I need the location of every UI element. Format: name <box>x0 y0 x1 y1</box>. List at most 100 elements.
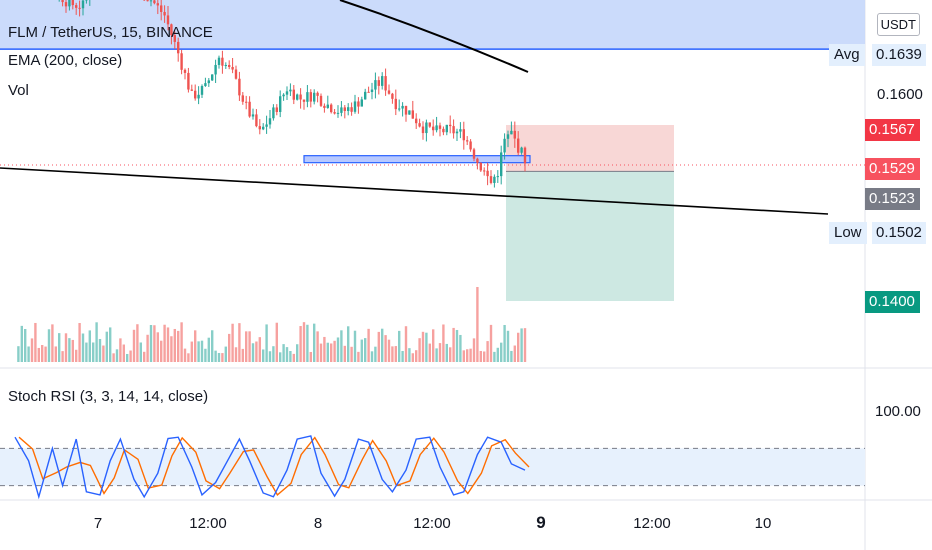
candle-body <box>255 114 258 127</box>
volume-bar <box>428 343 431 362</box>
volume-bar <box>245 331 248 362</box>
symbol-title: FLM / TetherUS, 15, BINANCE <box>8 24 213 41</box>
volume-bar <box>489 324 493 362</box>
volume-bar <box>54 346 57 362</box>
candle-body <box>476 158 479 163</box>
candle-body <box>506 134 510 139</box>
candle-body <box>428 122 431 127</box>
candle-body <box>326 104 329 108</box>
candle-body <box>479 162 482 171</box>
volume-bar <box>432 329 435 362</box>
candle-body <box>173 35 176 42</box>
candle-body <box>462 129 465 141</box>
candle-body <box>316 92 319 96</box>
candle-body <box>299 94 302 100</box>
candle-body <box>306 92 309 102</box>
volume-bar <box>360 339 363 362</box>
volume-bar <box>299 326 302 362</box>
candle-body <box>234 69 238 79</box>
candle-body <box>381 76 384 86</box>
volume-bar <box>51 324 54 362</box>
candle-body <box>432 126 435 131</box>
volume-bar <box>275 322 278 362</box>
candle-body <box>442 128 445 133</box>
volume-bar <box>109 327 112 362</box>
candle-body <box>207 80 210 84</box>
volume-bar <box>364 338 367 362</box>
candle-body <box>404 105 408 115</box>
symbol-legend[interactable]: FLM / TetherUS, 15, BINANCE <box>8 24 213 41</box>
candle-body <box>449 124 452 127</box>
volume-bar <box>24 328 27 362</box>
candle-body <box>357 101 360 107</box>
volume-bar <box>466 349 469 362</box>
candle-body <box>163 11 166 16</box>
volume-bar <box>255 341 258 362</box>
candle-body <box>204 83 207 87</box>
candle-body <box>211 74 214 81</box>
candle-body <box>296 94 299 100</box>
vol-legend[interactable]: Vol <box>8 82 29 99</box>
volume-bar <box>449 347 452 362</box>
volume-bar <box>279 352 282 362</box>
volume-bar <box>180 322 183 362</box>
volume-bar <box>177 330 180 362</box>
candle-body <box>452 126 455 134</box>
volume-bar <box>30 338 34 362</box>
volume-bar <box>520 328 523 362</box>
candle-body <box>217 57 221 65</box>
volume-bar <box>411 353 414 362</box>
candle-body <box>319 95 323 106</box>
candle-body <box>394 98 397 110</box>
candle-body <box>177 41 180 54</box>
candle-body <box>289 89 292 92</box>
volume-bar <box>64 333 68 362</box>
volume-bar <box>85 342 88 362</box>
volume-bar <box>112 353 115 362</box>
volume-bar <box>316 331 319 362</box>
candle-body <box>445 124 448 133</box>
candle-body <box>500 152 503 177</box>
volume-bar <box>258 337 261 362</box>
candle-body <box>309 92 312 102</box>
volume-bar <box>391 346 394 362</box>
volume-bar <box>452 327 455 362</box>
volume-bar <box>132 329 136 362</box>
volume-bar <box>149 325 153 362</box>
candle-body <box>146 0 149 2</box>
volume-bar <box>476 287 479 362</box>
candle-body <box>231 66 234 70</box>
time-tick-noon: 12:00 <box>413 515 451 532</box>
volume-bar <box>105 331 108 362</box>
volume-bar <box>326 342 329 362</box>
volume-bar <box>333 340 336 362</box>
volume-bar <box>506 330 510 362</box>
volume-bar <box>156 332 159 362</box>
volume-bar <box>370 351 374 362</box>
candle-body <box>228 64 231 67</box>
candle-body <box>459 129 462 132</box>
volume-bar <box>486 341 489 362</box>
candle-body <box>78 7 81 9</box>
volume-bar <box>517 332 520 362</box>
volume-bar <box>214 350 217 362</box>
candle-body <box>268 118 272 125</box>
candle-body <box>156 3 159 6</box>
volume-bar <box>217 352 221 362</box>
candle-body <box>469 141 472 150</box>
volume-bar <box>146 334 149 362</box>
currency-button[interactable]: USDT <box>876 13 920 36</box>
volume-bar <box>204 348 207 362</box>
volume-bar <box>493 351 496 362</box>
stoch-d-line <box>18 436 530 496</box>
candle-body <box>68 0 71 7</box>
low-price-label: 0.1502 <box>872 222 926 244</box>
ema-legend[interactable]: EMA (200, close) <box>8 52 122 69</box>
candle-body <box>520 147 523 153</box>
candle-body <box>245 101 248 103</box>
support-channel <box>303 155 531 164</box>
stoch-legend[interactable]: Stoch RSI (3, 3, 14, 14, close) <box>8 388 208 405</box>
candle-body <box>384 76 387 91</box>
